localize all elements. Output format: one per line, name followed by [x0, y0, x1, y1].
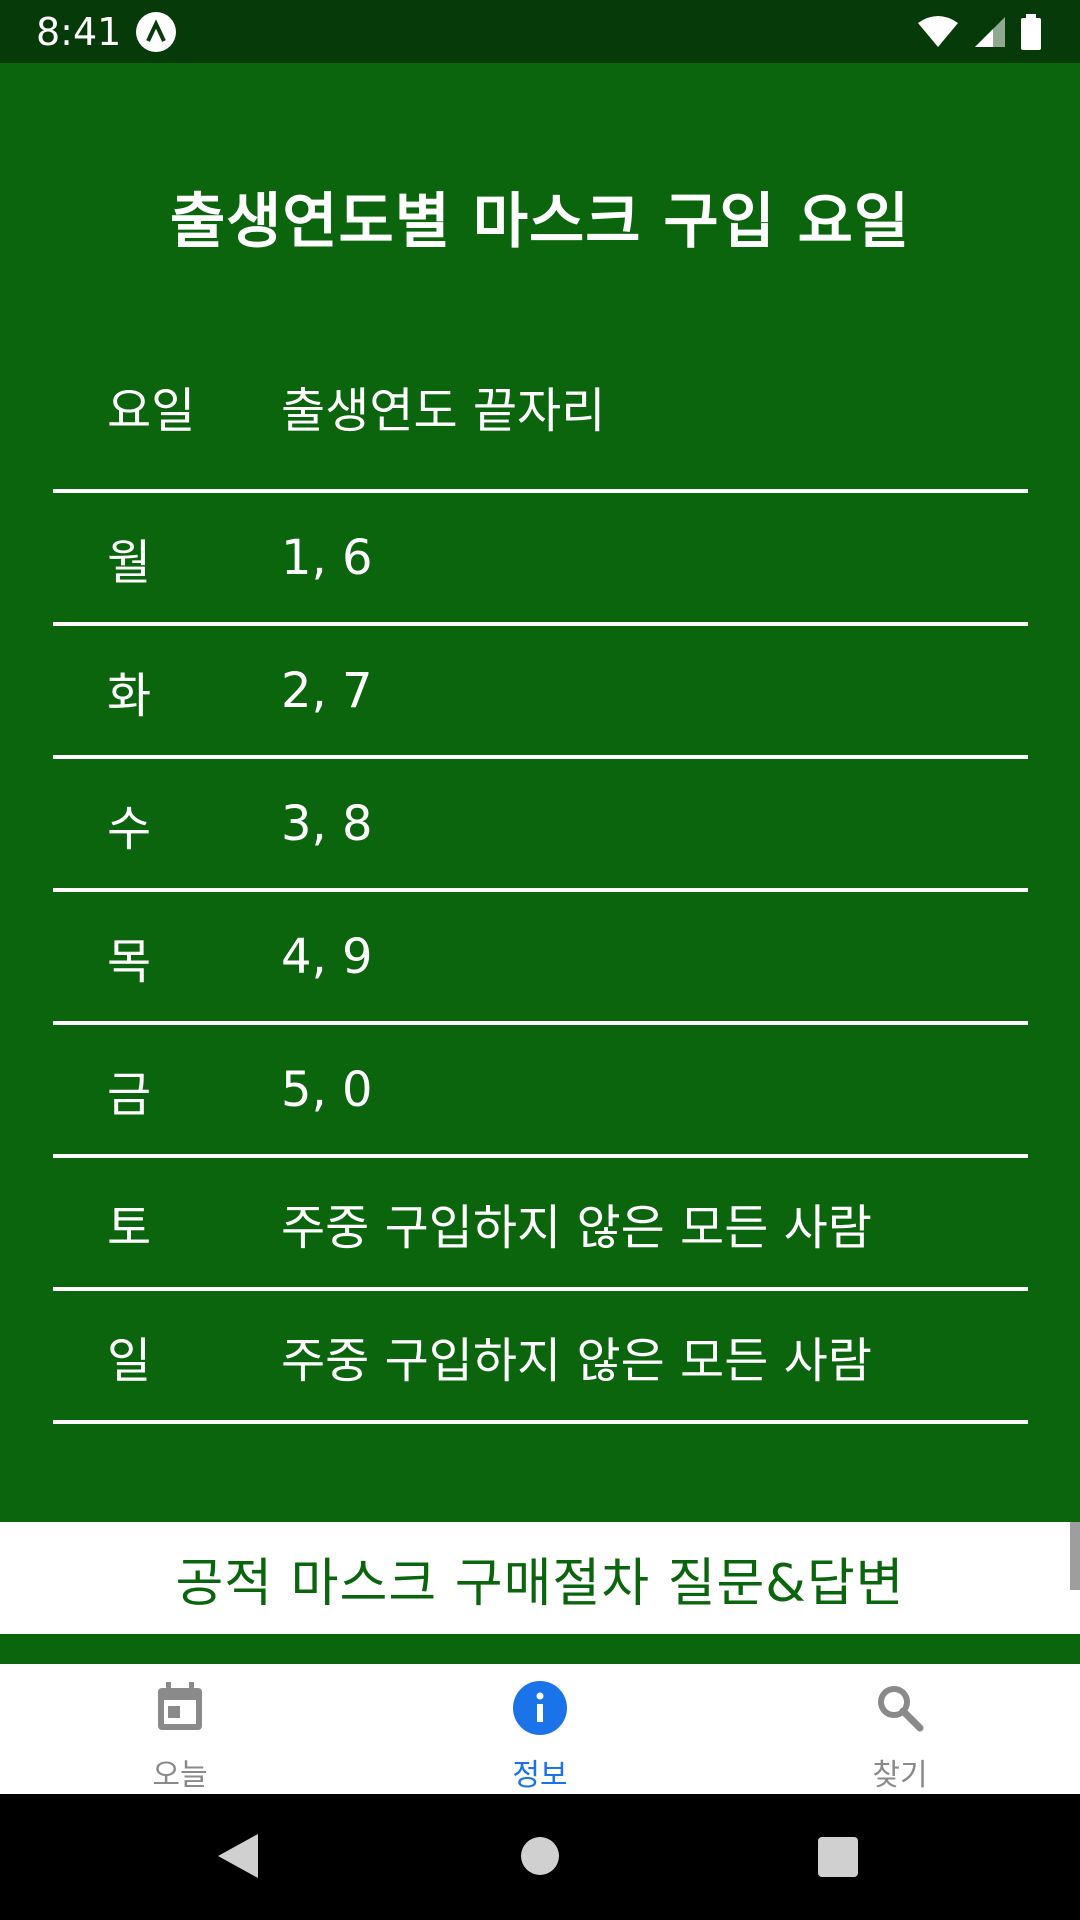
nav-item-today[interactable]: 오늘: [0, 1664, 360, 1794]
content-area: 출생연도별 마스크 구입 요일 요일 출생연도 끝자리 월 1, 6 화 2, …: [0, 63, 1080, 1521]
table-row: 수 3, 8: [53, 759, 1028, 892]
app-notification-icon: [136, 12, 176, 52]
table-row: 화 2, 7: [53, 626, 1028, 759]
calendar-icon: [150, 1678, 210, 1746]
status-bar: 8:41: [0, 0, 1080, 63]
nav-item-info[interactable]: 정보: [360, 1664, 720, 1794]
bottom-nav: 오늘 정보 찾기: [0, 1664, 1080, 1794]
table-row: 월 1, 6: [53, 493, 1028, 626]
header-day: 요일: [107, 383, 196, 439]
back-icon[interactable]: [216, 1832, 260, 1884]
row-day: 토: [107, 1199, 152, 1256]
header-digits: 출생연도 끝자리: [281, 383, 606, 439]
row-day: 화: [107, 667, 152, 724]
row-digits: 4, 9: [281, 928, 373, 985]
scrollbar[interactable]: [1070, 1522, 1080, 1590]
row-day: 금: [107, 1066, 152, 1123]
recents-icon[interactable]: [816, 1832, 860, 1884]
page-title: 출생연도별 마스크 구입 요일: [169, 187, 911, 257]
table-header-row: 요일 출생연도 끝자리: [53, 323, 1028, 493]
row-digits: 주중 구입하지 않은 모든 사람: [281, 1332, 872, 1389]
status-time: 8:41: [36, 10, 122, 54]
nav-item-search[interactable]: 찾기: [720, 1664, 1080, 1794]
row-digits: 1, 6: [281, 529, 373, 586]
row-day: 목: [107, 933, 152, 990]
table-row: 일 주중 구입하지 않은 모든 사람: [53, 1291, 1028, 1424]
faq-button-label: 공적 마스크 구매절차 질문&답변: [175, 1553, 905, 1614]
row-day: 일: [107, 1332, 152, 1389]
table-row: 토 주중 구입하지 않은 모든 사람: [53, 1158, 1028, 1291]
home-icon[interactable]: [518, 1832, 562, 1884]
nav-label-search: 찾기: [872, 1758, 928, 1793]
wifi-icon: [917, 16, 958, 47]
row-digits: 2, 7: [281, 662, 373, 719]
row-day: 수: [107, 800, 152, 857]
nav-label-info: 정보: [512, 1758, 568, 1793]
row-day: 월: [107, 534, 152, 591]
faq-button[interactable]: 공적 마스크 구매절차 질문&답변: [0, 1522, 1080, 1634]
divider: [0, 1634, 1080, 1664]
signal-icon: [974, 17, 1005, 47]
system-nav-bar: [0, 1794, 1080, 1920]
battery-icon: [1021, 14, 1041, 50]
row-digits: 5, 0: [281, 1061, 373, 1118]
table-row: 금 5, 0: [53, 1025, 1028, 1158]
nav-label-today: 오늘: [152, 1758, 208, 1793]
info-icon: [510, 1678, 570, 1746]
table-row: 목 4, 9: [53, 892, 1028, 1025]
row-digits: 3, 8: [281, 795, 373, 852]
schedule-table: 요일 출생연도 끝자리 월 1, 6 화 2, 7 수 3, 8 목 4, 9 …: [53, 323, 1028, 1424]
search-icon: [870, 1678, 930, 1746]
row-digits: 주중 구입하지 않은 모든 사람: [281, 1199, 872, 1256]
